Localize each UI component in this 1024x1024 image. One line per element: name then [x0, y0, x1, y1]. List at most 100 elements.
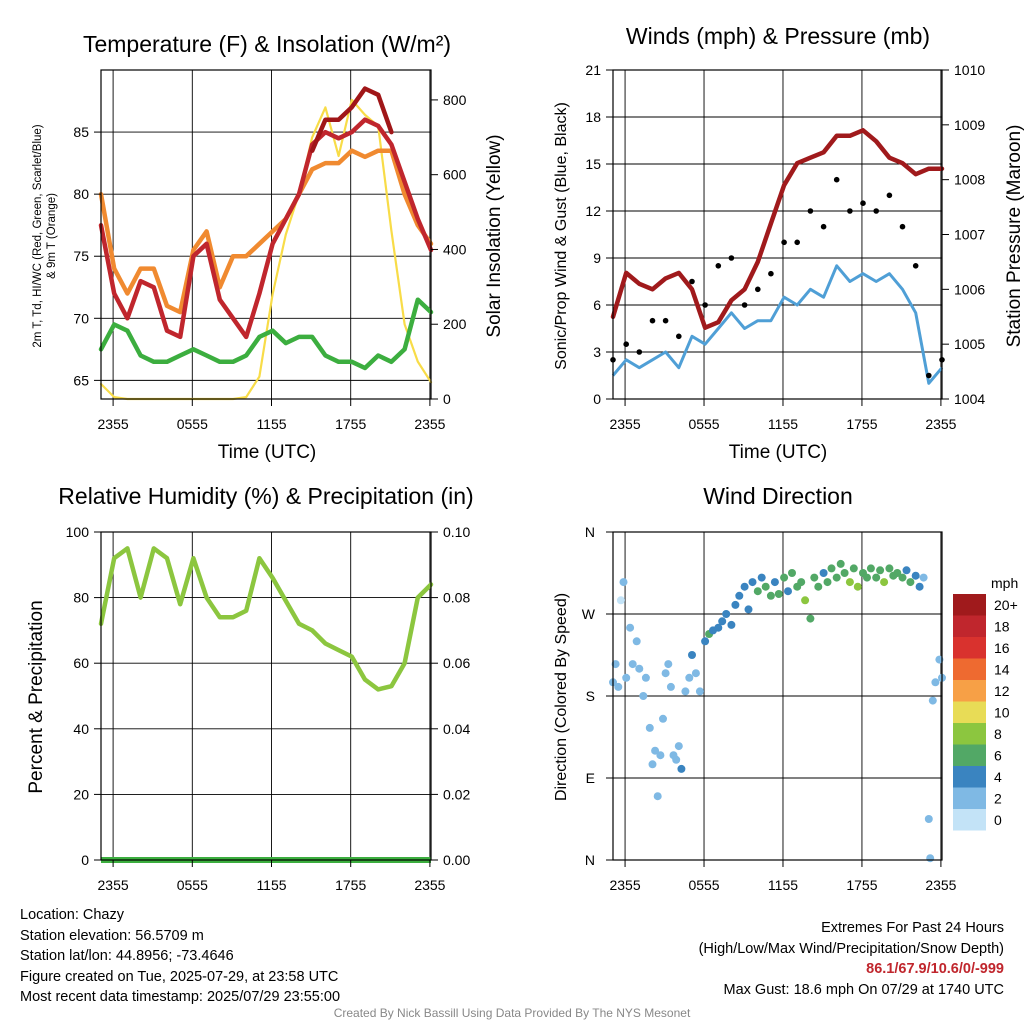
legend-label: 16: [994, 640, 1010, 656]
legend-label: 18: [994, 618, 1010, 634]
legend-swatch: [953, 680, 986, 702]
gust-point: [623, 341, 629, 348]
temp-y-tick-label: 75: [73, 248, 89, 264]
wind-y2-tick-label: 1007: [954, 227, 985, 243]
direction-point: [845, 578, 854, 587]
rh-y2-tick-label: 0.04: [443, 721, 470, 737]
direction-point: [919, 573, 928, 582]
legend-label: 2: [994, 790, 1002, 806]
direction-point: [906, 578, 915, 587]
gust-point: [794, 239, 800, 246]
legend-title: mph: [991, 575, 1018, 591]
gust-point: [807, 208, 814, 214]
legend-label: 10: [994, 704, 1010, 720]
recent-timestamp: Most recent data timestamp: 2025/07/29 2…: [20, 989, 341, 1005]
direction-point: [872, 573, 881, 582]
station-latlon: Station lat/lon: 44.8956; -73.4646: [20, 948, 234, 964]
direction-point: [757, 573, 766, 582]
wind-y2-tick-label: 1005: [954, 336, 985, 352]
legend-swatch: [953, 637, 986, 659]
direction-point: [928, 696, 937, 705]
direction-point: [731, 600, 740, 609]
direction-point: [628, 660, 637, 669]
wind-y2-axis-label: Station Pressure (Maroon): [1004, 125, 1024, 348]
gust-point: [847, 208, 853, 214]
direction-point: [619, 578, 628, 587]
gust-point: [715, 263, 722, 269]
direction-point: [863, 573, 871, 582]
gust-point: [768, 270, 774, 277]
legend-label: 20+: [994, 597, 1018, 613]
temp-series-hi-wc: [309, 86, 394, 153]
gust-point: [820, 223, 827, 230]
rh-y2-tick-label: 0.10: [443, 524, 470, 540]
gust-point: [741, 302, 748, 308]
rh-y-tick-label: 100: [66, 524, 90, 540]
gust-point: [649, 317, 656, 324]
legend-swatch: [953, 723, 986, 745]
direction-point: [823, 578, 832, 587]
gust-point: [912, 263, 919, 269]
legend-label: 6: [994, 747, 1002, 763]
direction-point: [727, 620, 736, 629]
temp-y-axis-label-line1: 2m T, Td, HI/WC (Red, Green, Scarlet/Blu…: [32, 124, 44, 347]
direction-point: [677, 764, 686, 773]
speed-legend: mph 20+ 18 16 14 12 10 8 6 4 2 0: [953, 575, 1018, 831]
direction-point: [639, 692, 648, 700]
wind-y-tick-label: 18: [585, 109, 601, 125]
rh-x-tick-label: 1755: [335, 877, 366, 893]
temp-x-tick-label: 2355: [414, 416, 445, 432]
rh-plot-frame: [100, 531, 432, 861]
direction-point: [866, 564, 875, 573]
figure-created: Figure created on Tue, 2025-07-29, at 23…: [20, 968, 339, 985]
station-location: Location: Chazy: [20, 907, 124, 923]
temp-x-tick-label: 2355: [98, 416, 129, 432]
temp-y-tick-label: 70: [73, 310, 89, 326]
gust-point: [636, 349, 643, 355]
credit-line: Created By Nick Bassill Using Data Provi…: [333, 1006, 691, 1020]
wind-y-axis-label: Sonic/Prop Wind & Gust (Blue, Black): [553, 102, 570, 370]
rh-y-tick-label: 80: [73, 590, 89, 606]
rh-y-axis-label: Percent & Precipitation: [26, 600, 47, 793]
gust-point: [755, 286, 761, 293]
temp-series-2m-t: [98, 117, 434, 340]
tick-labels-layer: 2355 0555 1155 1755 235565707580850200400600…: [66, 62, 986, 893]
gust-point: [728, 255, 735, 261]
direction-point: [641, 673, 650, 682]
direction-point: [780, 573, 789, 582]
gust-point: [702, 302, 708, 308]
temp-x-tick-label: 1755: [335, 416, 366, 432]
legend-label: 14: [994, 661, 1010, 677]
temp-series-9m-t: [98, 148, 434, 315]
legend-swatch: [953, 744, 986, 766]
legend-swatch: [953, 594, 986, 616]
direction-point: [651, 746, 660, 755]
temp-x-tick-label: 0555: [177, 416, 208, 432]
direction-point: [827, 564, 836, 573]
dir-plot-frame: [612, 531, 943, 861]
direction-point: [672, 755, 681, 764]
temp-x-tick-label: 1155: [256, 416, 286, 432]
direction-point: [681, 687, 690, 696]
direction-point: [645, 723, 654, 732]
direction-point: [656, 751, 665, 760]
direction-point: [614, 682, 623, 691]
temp-y2-tick-label: 200: [443, 316, 467, 332]
legend-label: 8: [994, 726, 1002, 742]
max-gust: Max Gust: 18.6 mph On 07/29 at 1740 UTC: [723, 981, 1004, 998]
dir-y-tick-label: N: [585, 852, 595, 868]
dir-x-tick-label: 1155: [768, 877, 798, 893]
wind-x-tick-label: 2355: [609, 416, 640, 432]
temp-y2-tick-label: 600: [443, 167, 467, 183]
dir-x-tick-label: 1755: [846, 877, 877, 893]
direction-point: [810, 573, 819, 582]
direction-point: [911, 571, 920, 580]
gust-point: [676, 333, 682, 340]
direction-point: [819, 569, 828, 577]
wind-x-tick-label: 1155: [768, 416, 798, 432]
legend-swatch: [953, 787, 986, 809]
dir-y-tick-label: N: [585, 524, 595, 540]
rh-y2-tick-label: 0.06: [443, 655, 470, 671]
direction-point: [893, 569, 902, 577]
wind-x-tick-label: 2355: [925, 416, 956, 432]
